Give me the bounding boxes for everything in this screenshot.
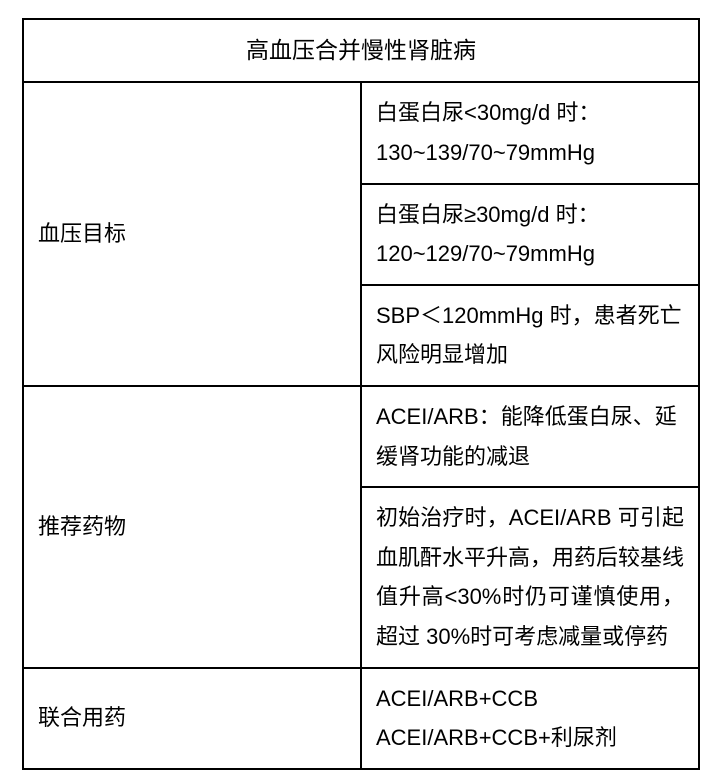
clinical-table: 高血压合并慢性肾脏病 血压目标 白蛋白尿<30mg/d 时：130~139/70… bbox=[22, 18, 700, 770]
table-title: 高血压合并慢性肾脏病 bbox=[23, 19, 699, 82]
title-row: 高血压合并慢性肾脏病 bbox=[23, 19, 699, 82]
recommended-drugs-row-2: 初始治疗时，ACEI/ARB 可引起血肌酐水平升高，用药后较基线值升高<30%时… bbox=[361, 487, 699, 667]
bp-target-row-1: 白蛋白尿<30mg/d 时：130~139/70~79mmHg bbox=[361, 82, 699, 183]
combination-line-2: ACEI/ARB+CCB+利尿剂 bbox=[376, 718, 684, 758]
section-label-bp-target: 血压目标 bbox=[23, 82, 361, 386]
combination-line-1: ACEI/ARB+CCB bbox=[376, 679, 684, 719]
bp-target-row-2: 白蛋白尿≥30mg/d 时：120~129/70~79mmHg bbox=[361, 184, 699, 285]
table-row: 联合用药 ACEI/ARB+CCB ACEI/ARB+CCB+利尿剂 bbox=[23, 668, 699, 769]
section-label-combination: 联合用药 bbox=[23, 668, 361, 769]
table-row: 推荐药物 ACEI/ARB：能降低蛋白尿、延缓肾功能的减退 bbox=[23, 386, 699, 487]
section-label-recommended-drugs: 推荐药物 bbox=[23, 386, 361, 668]
table-row: 血压目标 白蛋白尿<30mg/d 时：130~139/70~79mmHg bbox=[23, 82, 699, 183]
bp-target-row-3: SBP＜120mmHg 时，患者死亡风险明显增加 bbox=[361, 285, 699, 386]
recommended-drugs-row-1: ACEI/ARB：能降低蛋白尿、延缓肾功能的减退 bbox=[361, 386, 699, 487]
combination-cell: ACEI/ARB+CCB ACEI/ARB+CCB+利尿剂 bbox=[361, 668, 699, 769]
